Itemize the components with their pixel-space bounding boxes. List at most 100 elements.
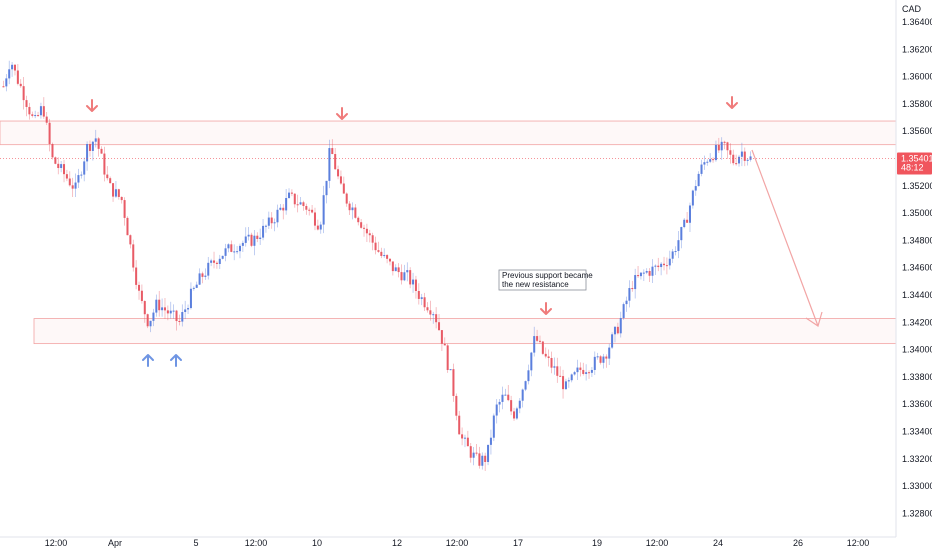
candle-body: [97, 138, 100, 149]
candle-body: [201, 273, 204, 277]
candle-body: [290, 192, 293, 194]
candle-body: [256, 235, 259, 239]
x-tick-label: 24: [713, 538, 723, 548]
candle-body: [166, 310, 169, 314]
candle-body: [161, 307, 164, 311]
candle-body: [412, 279, 415, 285]
candle-body: [590, 369, 593, 373]
candle-body: [631, 288, 634, 290]
candle-body: [342, 183, 345, 194]
candle-body: [602, 356, 605, 363]
candle-body: [264, 225, 267, 227]
candle-body: [417, 290, 420, 299]
candle-body: [625, 300, 628, 305]
candle-body: [593, 356, 596, 370]
down-arrow-icon: [540, 302, 552, 315]
candle-body: [527, 370, 530, 382]
candle-body: [42, 106, 45, 117]
candle-body: [172, 310, 175, 312]
y-tick-label: 1.34200: [902, 317, 932, 327]
candle-body: [564, 381, 567, 390]
candle-body: [279, 207, 282, 210]
candle-body: [158, 299, 161, 311]
candle-body: [311, 209, 314, 213]
candle-body: [305, 206, 308, 210]
candle-body: [112, 183, 115, 197]
candle-body: [671, 251, 674, 259]
candle-body: [694, 186, 697, 191]
candle-body: [357, 217, 360, 223]
candle-body: [25, 100, 28, 107]
candle-body: [39, 106, 42, 116]
y-tick-label: 1.35600: [902, 126, 932, 136]
candle-body: [420, 297, 423, 299]
candle-body: [723, 141, 726, 143]
candle-body: [238, 245, 241, 252]
candle-body: [637, 275, 640, 277]
candle-body: [169, 310, 172, 314]
candle-body: [423, 297, 426, 308]
candle-body: [677, 240, 680, 252]
candle-body: [472, 452, 475, 458]
candle-body: [285, 198, 288, 211]
candle-body: [429, 310, 432, 315]
candle-body: [2, 86, 5, 88]
candle-body: [743, 151, 746, 161]
y-tick-label: 1.33000: [902, 481, 932, 491]
candle-body: [740, 151, 743, 157]
candle-body: [683, 219, 686, 228]
candle-body: [668, 258, 671, 266]
candle-body: [657, 265, 660, 268]
candle-body: [63, 164, 66, 175]
candle-body: [709, 159, 712, 162]
current-price-label: 1.35401 48:12: [897, 152, 932, 175]
candle-body: [573, 372, 576, 375]
candle-body: [738, 156, 741, 164]
y-tick-label: 1.33600: [902, 399, 932, 409]
candle-body: [746, 159, 749, 161]
candle-body: [492, 415, 495, 438]
candle-body: [48, 122, 51, 144]
candle-body: [276, 209, 279, 223]
candle-body: [688, 205, 691, 223]
candle-body: [449, 369, 452, 371]
currency-label: CAD: [902, 4, 922, 14]
candle-body: [181, 312, 184, 322]
candle-body: [550, 357, 553, 368]
candle-body: [599, 356, 602, 363]
y-tick-label: 1.34800: [902, 235, 932, 245]
candle-body: [19, 83, 22, 87]
x-axis[interactable]: 12:00 Apr 5 12:00 10 12 12:00 17 19 12:00 24 26 12:0…: [45, 538, 870, 548]
candle-body: [712, 159, 715, 161]
candle-body: [562, 376, 565, 390]
candle-body: [510, 400, 513, 412]
candle-body: [559, 375, 562, 377]
candle-body: [94, 138, 97, 142]
candle-body: [351, 207, 354, 211]
candle-body: [495, 404, 498, 416]
candle-body: [138, 284, 141, 291]
candle-body: [645, 271, 648, 273]
candle-body: [605, 356, 608, 359]
candle-body: [365, 228, 368, 234]
x-tick-label: Apr: [108, 538, 122, 548]
candle-body: [504, 394, 507, 396]
candle-body: [293, 193, 296, 205]
candle-body: [313, 212, 316, 226]
up-arrow-icon: [170, 354, 182, 367]
candle-body: [11, 64, 14, 70]
candle-body: [524, 381, 527, 390]
candle-body: [215, 262, 218, 264]
candle-body: [71, 185, 74, 189]
y-tick-label: 1.33800: [902, 372, 932, 382]
candle-body: [135, 267, 138, 285]
candle-body: [426, 307, 429, 311]
candle-body: [553, 366, 556, 368]
candle-body: [204, 275, 207, 277]
candle-body: [463, 437, 466, 439]
candle-body: [714, 144, 717, 161]
candle-body: [686, 219, 689, 223]
candle-body: [8, 69, 11, 79]
candle-body: [371, 235, 374, 243]
candle-body: [691, 190, 694, 206]
